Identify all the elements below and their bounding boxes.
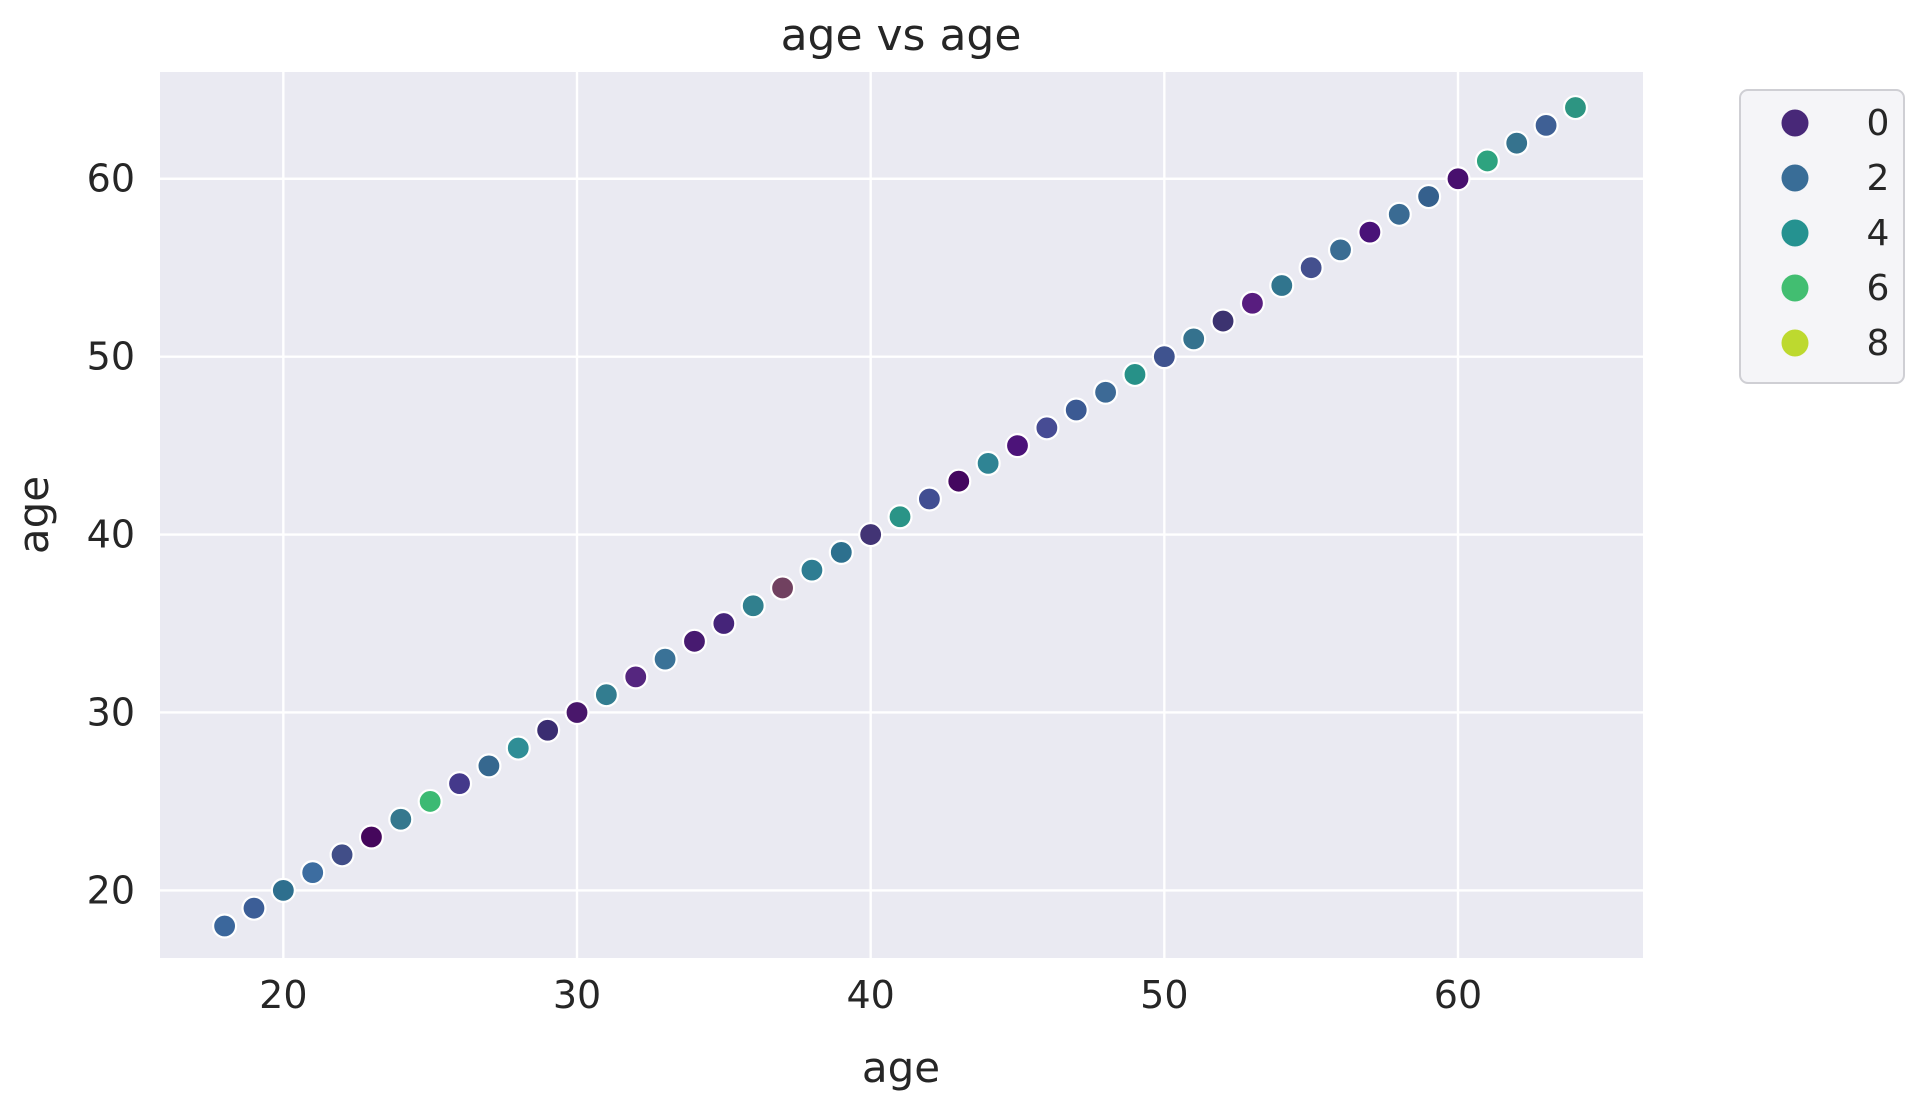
data-point [593,682,619,708]
data-point [1533,112,1559,138]
legend-entry-label: 2 [1867,158,1890,199]
data-point [241,895,267,921]
legend-entries: 0 2 4 6 8 [1781,103,1890,364]
data-point [1474,148,1500,174]
data-point [1122,361,1148,388]
data-point [446,771,473,797]
data-point [769,575,796,601]
gridlines [160,72,1643,958]
data-point [300,860,326,886]
data-point [1092,379,1119,405]
legend-entry-label: 6 [1867,268,1890,309]
data-point [1239,290,1266,316]
data-point [1181,326,1207,352]
x-tick-label: 30 [553,973,601,1017]
legend-entry-label: 4 [1867,213,1890,254]
legend-swatch [1781,329,1809,357]
data-points [212,94,1589,939]
data-point [535,717,561,743]
data-point [740,593,766,619]
data-point [388,806,414,832]
data-point [1269,272,1295,299]
x-tick-label: 20 [259,973,307,1017]
data-point [1504,130,1530,156]
data-point [946,468,972,494]
data-point [1034,415,1060,441]
y-tick-label: 20 [87,868,135,912]
data-point [270,877,296,903]
y-axis-label: age [9,476,58,554]
legend-box [1739,89,1905,384]
data-point [1357,219,1383,245]
legend-swatch [1781,109,1809,137]
y-tick-label: 40 [87,513,135,557]
data-point [711,610,737,637]
data-point [887,504,913,530]
data-point [1063,397,1089,423]
data-point [1416,183,1442,210]
legend-entry-label: 8 [1867,323,1890,364]
y-tick-label: 60 [87,157,135,201]
legend-entry-label: 0 [1867,103,1890,144]
legend: 0 2 4 6 8 [1739,89,1905,384]
legend-swatch [1781,219,1809,247]
data-point [1210,308,1236,334]
x-tick-label: 40 [846,973,894,1017]
data-point [1298,255,1324,281]
data-point [1151,344,1177,370]
data-point [505,735,531,761]
data-point [417,788,443,815]
data-point [212,913,238,939]
x-tick-label: 50 [1140,973,1188,1017]
x-axis-tick-labels: 20 30 40 50 60 [259,973,1482,1017]
data-point [623,664,649,690]
data-point [916,486,942,512]
chart-title: age vs age [781,10,1022,61]
data-point [358,824,385,850]
legend-swatch [1781,164,1809,192]
data-point [975,450,1001,477]
y-tick-label: 50 [87,335,135,379]
data-point [1004,433,1031,459]
data-point [681,628,708,654]
data-point [1327,237,1354,263]
data-point [858,521,884,548]
legend-swatch [1781,274,1809,302]
data-point [799,557,825,583]
data-point [652,646,678,672]
data-point [828,539,854,565]
y-axis-tick-labels: 20 30 40 50 60 [87,157,135,913]
x-tick-label: 60 [1434,973,1482,1017]
y-tick-label: 30 [87,690,135,734]
data-point [329,842,355,868]
data-point [476,753,502,779]
data-point [1562,94,1589,121]
x-axis-label: age [862,1043,940,1092]
data-point [1386,201,1412,227]
data-point [1445,166,1471,192]
data-point [564,699,590,726]
